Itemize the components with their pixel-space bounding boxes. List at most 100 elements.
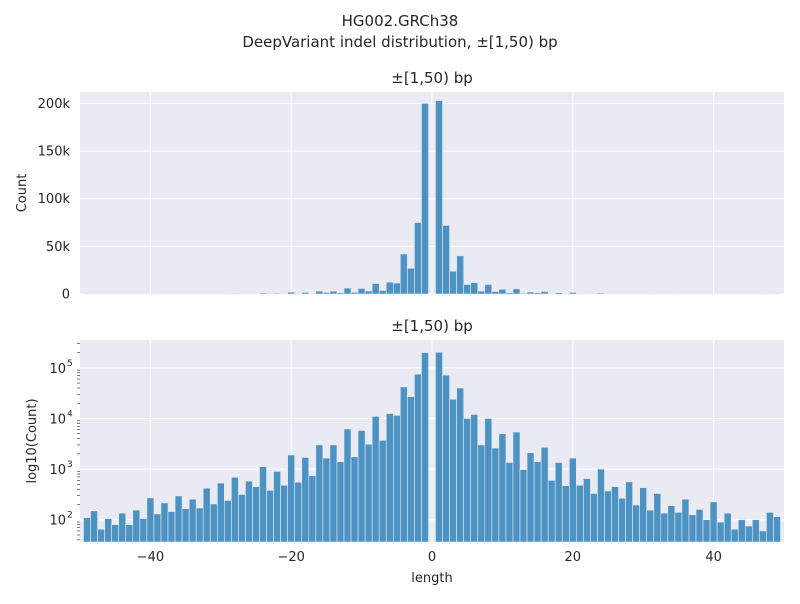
bar bbox=[520, 470, 527, 542]
bar bbox=[436, 101, 443, 294]
bar bbox=[407, 268, 414, 294]
bar bbox=[267, 490, 274, 542]
bar bbox=[358, 430, 365, 542]
bar bbox=[365, 291, 372, 294]
bar bbox=[682, 499, 689, 542]
bar bbox=[668, 506, 675, 542]
y-tick-exponent: 4 bbox=[67, 409, 73, 419]
y-tick-label: 50k bbox=[46, 240, 71, 255]
bar bbox=[112, 525, 119, 542]
bar bbox=[499, 434, 506, 542]
bar bbox=[597, 469, 604, 542]
bar bbox=[231, 293, 238, 294]
bar bbox=[703, 520, 710, 542]
bar bbox=[576, 485, 583, 542]
bar bbox=[633, 505, 640, 542]
bar bbox=[773, 517, 780, 542]
bar bbox=[745, 526, 752, 542]
y-axis-label: log10(Count) bbox=[25, 398, 40, 483]
bar bbox=[105, 519, 112, 542]
bar bbox=[274, 471, 281, 542]
bar bbox=[717, 522, 724, 542]
bar bbox=[309, 293, 316, 294]
bar bbox=[330, 291, 337, 294]
bar bbox=[309, 476, 316, 542]
bar bbox=[759, 531, 766, 542]
bar bbox=[619, 498, 626, 542]
bar bbox=[140, 519, 147, 542]
bar bbox=[260, 467, 267, 542]
bar bbox=[534, 462, 541, 542]
bar bbox=[492, 448, 499, 542]
bar bbox=[372, 284, 379, 294]
y-tick-label: 0 bbox=[62, 288, 70, 303]
bar bbox=[154, 514, 161, 542]
x-axis-label: length bbox=[411, 571, 452, 586]
bar bbox=[548, 293, 555, 294]
bar bbox=[302, 292, 309, 294]
bar bbox=[407, 397, 414, 542]
bar bbox=[196, 508, 203, 542]
panel-title: ±[1,50) bp bbox=[391, 69, 472, 87]
bar bbox=[675, 512, 682, 542]
bar bbox=[147, 498, 154, 542]
bar bbox=[288, 455, 295, 542]
bar bbox=[414, 223, 421, 294]
bar bbox=[604, 491, 611, 542]
bar bbox=[766, 512, 773, 542]
y-tick-label: 10 bbox=[49, 412, 66, 427]
y-tick-label: 150k bbox=[38, 145, 71, 160]
bar bbox=[654, 493, 661, 542]
bar bbox=[661, 513, 668, 542]
bar bbox=[84, 518, 91, 542]
bar bbox=[731, 529, 738, 542]
bar bbox=[231, 477, 238, 542]
bar bbox=[421, 353, 428, 542]
bar bbox=[217, 293, 224, 294]
bar bbox=[323, 292, 330, 294]
bar bbox=[133, 510, 140, 542]
bar bbox=[534, 293, 541, 294]
bar bbox=[450, 399, 457, 542]
bar bbox=[569, 292, 576, 294]
bar bbox=[443, 225, 450, 294]
bar bbox=[590, 493, 597, 542]
bar bbox=[527, 453, 534, 542]
bar bbox=[499, 289, 506, 294]
bar bbox=[485, 418, 492, 542]
bar bbox=[189, 499, 196, 542]
bar bbox=[513, 289, 520, 294]
bar bbox=[295, 482, 302, 542]
bar bbox=[738, 520, 745, 542]
y-tick-exponent: 2 bbox=[67, 511, 73, 521]
bar bbox=[506, 293, 513, 294]
panel-title: ±[1,50) bp bbox=[391, 317, 472, 335]
bar bbox=[562, 486, 569, 542]
bar bbox=[379, 290, 386, 294]
bar bbox=[457, 256, 464, 294]
bar bbox=[119, 513, 126, 542]
bar bbox=[316, 445, 323, 542]
bar bbox=[583, 479, 590, 542]
bar bbox=[527, 292, 534, 294]
bar bbox=[126, 525, 133, 542]
bar bbox=[210, 504, 217, 542]
bar bbox=[569, 458, 576, 542]
bar bbox=[252, 487, 259, 542]
bar bbox=[414, 374, 421, 542]
x-tick-label: −20 bbox=[277, 550, 304, 565]
bar bbox=[168, 512, 175, 542]
y-tick-label: 10 bbox=[49, 362, 66, 377]
bar bbox=[372, 416, 379, 542]
bar bbox=[478, 291, 485, 294]
x-tick-label: 0 bbox=[428, 550, 436, 565]
y-tick-exponent: 3 bbox=[67, 460, 73, 470]
bar bbox=[436, 352, 443, 542]
bar bbox=[471, 414, 478, 542]
bar bbox=[224, 500, 231, 542]
